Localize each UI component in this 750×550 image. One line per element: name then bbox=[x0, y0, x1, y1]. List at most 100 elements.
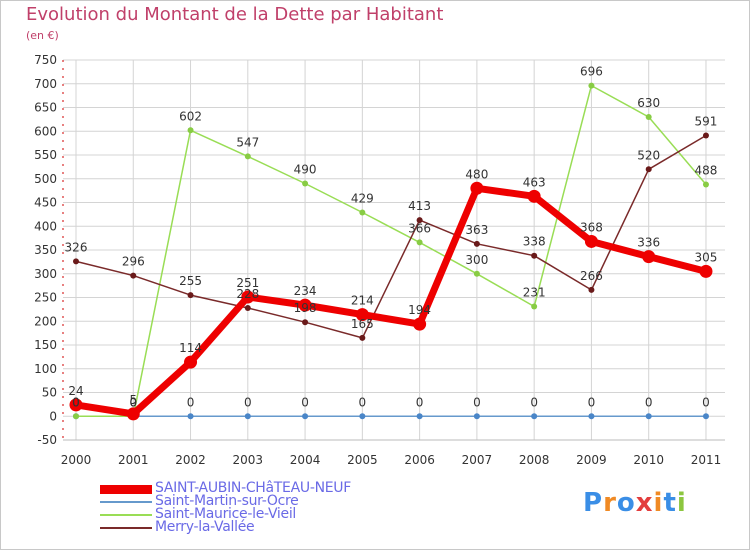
legend-swatch bbox=[100, 501, 152, 503]
data-point bbox=[73, 258, 79, 265]
x-tick-label: 2008 bbox=[519, 453, 550, 467]
data-point bbox=[588, 286, 595, 293]
data-label: 488 bbox=[695, 163, 718, 177]
x-tick-label: 2011 bbox=[691, 453, 722, 467]
data-point bbox=[584, 234, 598, 248]
data-labels: 0 0 0 0 0 0 0 0 0 0 0 00 060254749042936630023169663… bbox=[65, 65, 718, 410]
data-label: 165 bbox=[351, 317, 374, 331]
series-merry-la-vall-e bbox=[73, 132, 709, 341]
data-point bbox=[702, 132, 709, 139]
series-line bbox=[75, 84, 707, 418]
data-label: 490 bbox=[294, 163, 317, 177]
data-point bbox=[531, 413, 538, 420]
data-label: 0 bbox=[129, 395, 137, 409]
data-point bbox=[126, 407, 140, 421]
data-label: 429 bbox=[351, 191, 374, 205]
x-tick-label: 2009 bbox=[576, 453, 607, 467]
data-point bbox=[244, 304, 251, 311]
data-label: 0 bbox=[129, 395, 137, 409]
data-point bbox=[531, 303, 538, 310]
data-label: 231 bbox=[523, 286, 546, 300]
data-label: 368 bbox=[580, 220, 603, 234]
data-point bbox=[473, 270, 480, 277]
x-tick-label: 2007 bbox=[462, 453, 493, 467]
data-label: 366 bbox=[408, 221, 431, 235]
y-tick-label: 250 bbox=[34, 291, 57, 305]
data-label: 336 bbox=[637, 236, 660, 250]
data-point bbox=[359, 209, 366, 216]
data-label: 0 bbox=[301, 395, 309, 409]
data-label: 300 bbox=[465, 253, 488, 267]
chart-title: Evolution du Montant de la Dette par Hab… bbox=[26, 4, 444, 25]
series-line bbox=[75, 134, 707, 339]
data-point bbox=[130, 272, 137, 279]
y-tick-label: 300 bbox=[34, 267, 57, 281]
y-tick-label: 450 bbox=[34, 196, 57, 210]
data-label: 0 bbox=[72, 395, 80, 409]
data-label: 0 bbox=[645, 395, 653, 409]
data-label: 266 bbox=[580, 269, 603, 283]
data-label: 234 bbox=[294, 284, 317, 298]
data-label: 114 bbox=[179, 341, 202, 355]
data-point bbox=[302, 319, 309, 326]
y-tick-label: 0 bbox=[49, 409, 57, 423]
proxiti-logo: Proxiti bbox=[583, 488, 687, 518]
data-point bbox=[645, 114, 652, 120]
data-label: 24 bbox=[68, 384, 83, 398]
data-label: 413 bbox=[408, 199, 431, 213]
y-tick-label: 600 bbox=[34, 124, 57, 138]
legend-swatch bbox=[100, 527, 152, 529]
data-point bbox=[359, 413, 366, 420]
x-tick-label: 2001 bbox=[118, 453, 149, 467]
data-point bbox=[699, 264, 713, 278]
data-point bbox=[184, 355, 198, 369]
data-label: 296 bbox=[122, 255, 145, 269]
data-point bbox=[69, 398, 83, 412]
series-saint-aubin-ch-teau-neuf bbox=[69, 181, 713, 421]
legend-label: Merry-la-Vallée bbox=[155, 519, 255, 535]
y-tick-label: -50 bbox=[37, 433, 57, 447]
data-point bbox=[73, 413, 79, 420]
legend-swatch bbox=[100, 485, 152, 494]
x-tick-label: 2005 bbox=[347, 453, 378, 467]
data-point bbox=[416, 217, 423, 224]
legend-label: Saint-Martin-sur-Ocre bbox=[155, 493, 299, 509]
data-point bbox=[244, 413, 251, 420]
data-point bbox=[187, 413, 194, 420]
x-tick-label: 2004 bbox=[290, 453, 321, 467]
data-label: 602 bbox=[179, 109, 202, 123]
grid bbox=[63, 59, 725, 441]
data-label: 480 bbox=[465, 167, 488, 181]
x-tick-label: 2002 bbox=[175, 453, 206, 467]
data-label: 251 bbox=[236, 276, 259, 290]
data-point bbox=[413, 317, 427, 331]
x-tick-label: 2000 bbox=[61, 453, 92, 467]
data-point bbox=[473, 413, 480, 420]
data-label: 0 bbox=[473, 395, 481, 409]
data-point bbox=[588, 413, 595, 420]
data-point bbox=[416, 413, 423, 420]
y-tick-label: 200 bbox=[34, 314, 57, 328]
data-label: 0 bbox=[187, 395, 195, 409]
data-point bbox=[359, 334, 366, 341]
data-label: 0 bbox=[416, 395, 424, 409]
y-tick-label: 150 bbox=[34, 338, 57, 352]
data-point bbox=[244, 153, 251, 160]
data-label: 0 bbox=[702, 395, 710, 409]
data-label: 228 bbox=[236, 287, 259, 301]
data-point bbox=[187, 127, 194, 134]
y-tick-label: 550 bbox=[34, 148, 57, 162]
legend-swatch bbox=[100, 514, 152, 516]
data-label: 630 bbox=[637, 96, 660, 110]
data-label: 338 bbox=[523, 235, 546, 249]
y-tick-label: 700 bbox=[34, 77, 57, 91]
x-tick-label: 2003 bbox=[233, 453, 264, 467]
data-point bbox=[473, 240, 480, 247]
data-point bbox=[645, 166, 652, 173]
data-label: 0 bbox=[359, 395, 367, 409]
data-label: 198 bbox=[294, 301, 317, 315]
y-tick-label: 650 bbox=[34, 101, 57, 115]
data-point bbox=[645, 413, 652, 420]
